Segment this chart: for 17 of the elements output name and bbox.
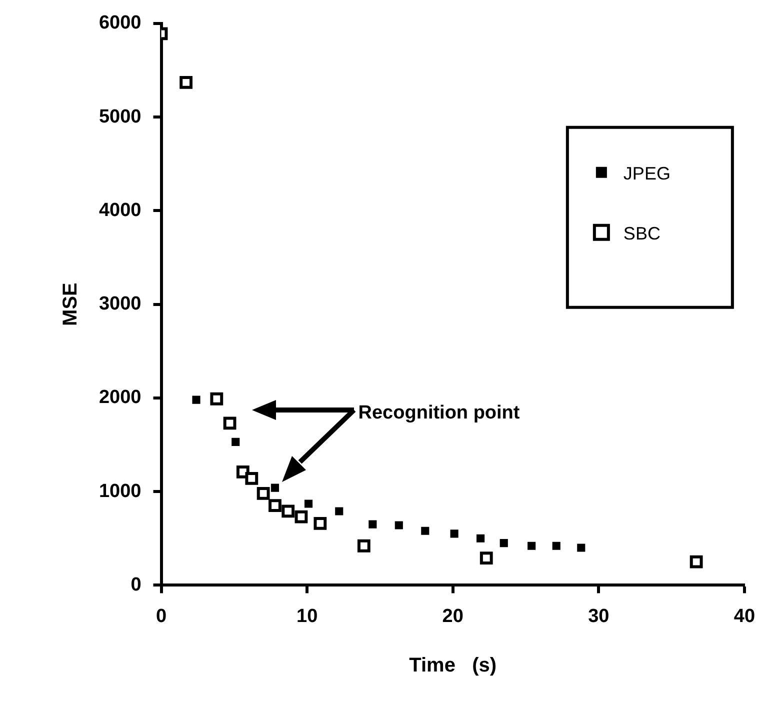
legend-label: SBC: [623, 223, 660, 244]
annotation: Recognition point: [358, 402, 520, 424]
y-tick-label: 0: [130, 574, 142, 596]
x-tick-label: 40: [734, 606, 756, 627]
x-tick-label: 10: [296, 606, 318, 627]
y-tick-label: 3000: [98, 294, 142, 315]
y-tick-label: 4000: [98, 200, 142, 221]
x-axis-title: Time (s): [409, 654, 497, 677]
legend-label: JPEG: [623, 163, 670, 184]
x-tick-label: 20: [442, 606, 464, 627]
x-tick-label: 30: [588, 606, 610, 627]
x-tick-label: 0: [156, 606, 167, 627]
y-tick-label: 6000: [98, 12, 142, 34]
y-tick-label: 2000: [98, 387, 142, 408]
y-axis-title: MSE: [60, 282, 82, 326]
y-tick-label: 5000: [98, 106, 142, 128]
y-tick-label: 1000: [98, 480, 142, 502]
